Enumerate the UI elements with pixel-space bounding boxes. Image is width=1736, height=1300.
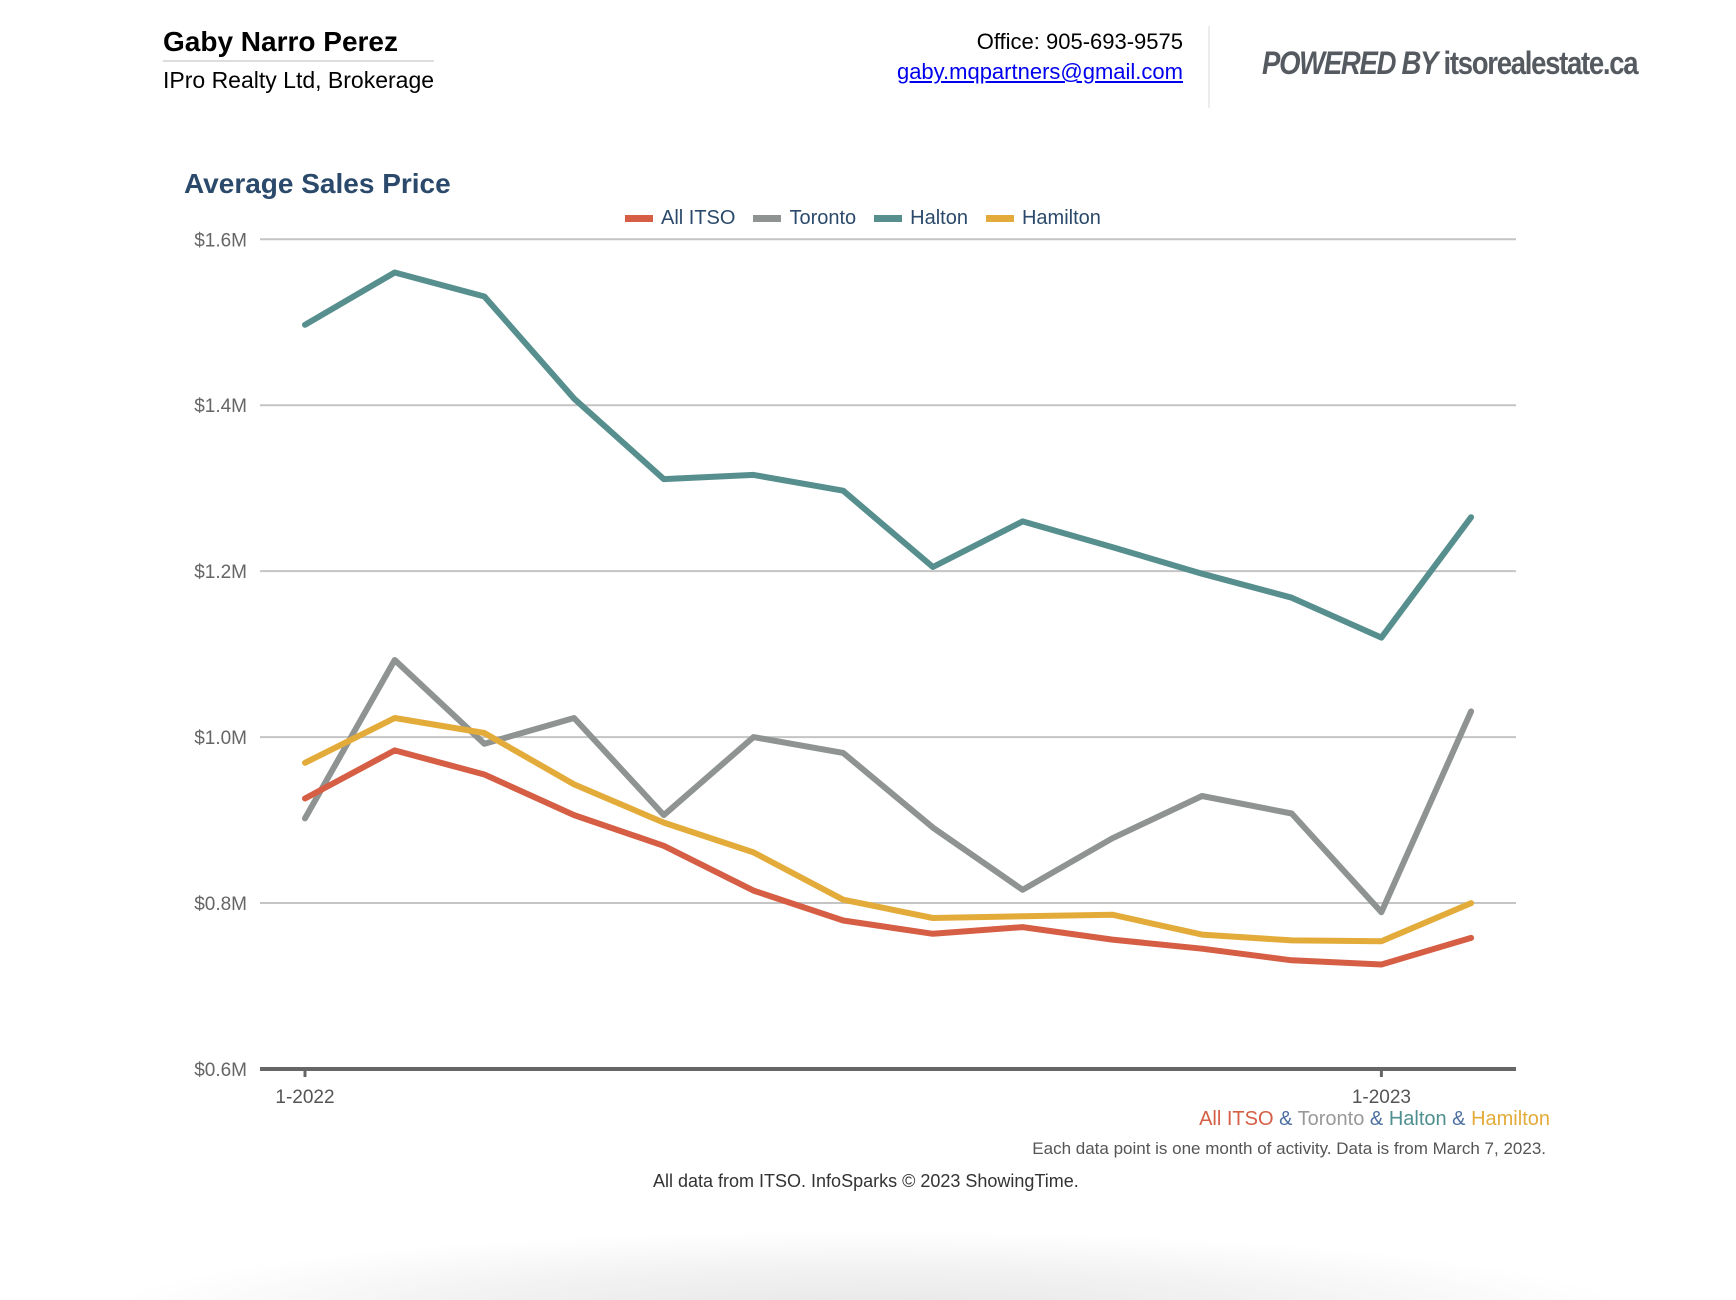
- office-phone: Office: 905-693-9575: [976, 29, 1183, 54]
- legend-item-hamilton[interactable]: Hamilton: [985, 205, 1101, 231]
- powered-by-prefix: POWERED BY: [1262, 45, 1438, 81]
- series-line-hamilton[interactable]: [302, 715, 1475, 945]
- email-link[interactable]: gaby.mqpartners@gmail.com: [896, 59, 1183, 84]
- x-tick-label: 1-2023: [1352, 1087, 1411, 1108]
- caption-series-name: Toronto: [1297, 1108, 1365, 1130]
- y-axis-ticks: $0.6M $0.8M $1.0M $1.2M $1.4M $1.6M: [194, 230, 247, 1081]
- legend-item-all-itso[interactable]: All ITSO: [625, 205, 735, 231]
- chart-legend: All ITSO Toronto Halton Hamilton: [625, 205, 1119, 231]
- y-tick-label: $1.0M: [194, 728, 247, 749]
- x-axis: 1-2022 1-2023: [260, 1067, 1516, 1108]
- caption-series-name: Halton: [1388, 1108, 1447, 1130]
- y-tick-label: $1.6M: [194, 230, 247, 251]
- header-divider: [1208, 26, 1210, 108]
- legend-label: Toronto: [789, 207, 857, 229]
- y-tick-label: $0.6M: [194, 1060, 247, 1081]
- chart-title: Average Sales Price: [184, 168, 451, 199]
- agent-name: Gaby Narro Perez: [163, 26, 398, 57]
- y-tick-label: $0.8M: [194, 894, 247, 915]
- series-line-all-itso[interactable]: [302, 747, 1475, 968]
- bottom-shadow: [0, 1225, 1736, 1300]
- legend-item-halton[interactable]: Halton: [874, 205, 968, 231]
- line-chart: $0.6M$0.8M$1.0M$1.2M$1.4M$1.6M 1-2022 1-2…: [194, 230, 1516, 1108]
- series-lines: [302, 269, 1475, 968]
- legend-label: Hamilton: [1021, 207, 1101, 229]
- legend-label: All ITSO: [661, 207, 736, 229]
- powered-by-site: itsorealestate.ca: [1443, 45, 1639, 81]
- legend-item-toronto[interactable]: Toronto: [753, 205, 856, 231]
- legend-swatch-toronto: [753, 214, 782, 222]
- series-line-toronto[interactable]: [302, 657, 1475, 916]
- gridlines: [260, 238, 1516, 905]
- x-tick-label: 1-2022: [275, 1087, 334, 1108]
- legend-label: Halton: [910, 207, 968, 229]
- legend-swatch-all-itso: [625, 214, 653, 222]
- y-tick-label: $1.4M: [194, 396, 247, 417]
- legend-swatch-hamilton: [985, 214, 1014, 222]
- name-divider: [163, 60, 434, 62]
- brokerage-name: IPro Realty Ltd, Brokerage: [163, 67, 435, 93]
- caption-series-name: Hamilton: [1471, 1108, 1550, 1130]
- caption-series-name: All ITSO: [1199, 1108, 1274, 1130]
- caption-ampersand: &: [1364, 1108, 1389, 1130]
- y-tick-label: $1.2M: [194, 562, 247, 583]
- source-credit: All data from ITSO. InfoSparks © 2023 Sh…: [653, 1171, 1079, 1191]
- caption-ampersand: &: [1273, 1108, 1298, 1130]
- data-note: Each data point is one month of activity…: [1032, 1139, 1546, 1158]
- series-line-halton[interactable]: [302, 269, 1475, 641]
- legend-swatch-halton: [874, 214, 903, 222]
- series-caption: All ITSO & Toronto & Halton & Hamilton: [1199, 1107, 1550, 1131]
- caption-ampersand: &: [1446, 1108, 1472, 1130]
- powered-by-logo: POWERED BY itsorealestate.ca: [1262, 45, 1639, 81]
